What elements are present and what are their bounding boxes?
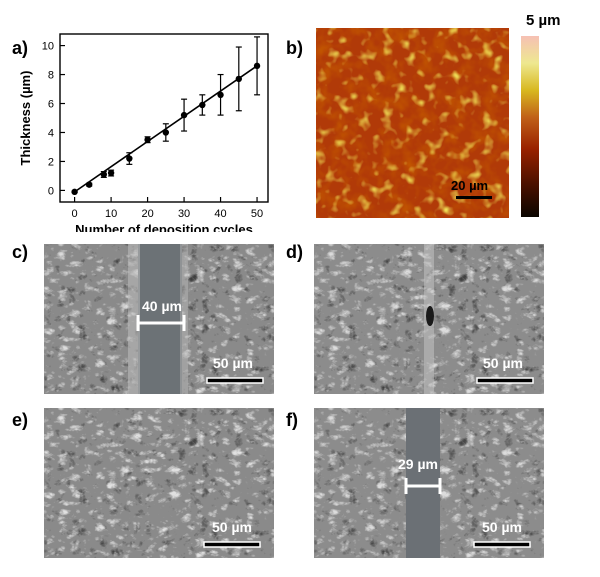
sem-d-defect	[426, 306, 434, 326]
sem-c-scalebar-label: 50 µm	[205, 355, 261, 371]
marker	[144, 137, 150, 143]
sem-d-scalebar-line	[477, 378, 533, 383]
data-point	[236, 47, 242, 111]
sem-image-d	[314, 244, 544, 394]
data-point	[144, 137, 150, 143]
marker	[217, 92, 223, 98]
panel-label-c: c)	[12, 242, 28, 263]
sem-d-scalebar-label: 50 µm	[475, 355, 531, 371]
marker	[163, 129, 169, 135]
x-tick-label: 20	[141, 208, 153, 220]
sem-e-scalebar-label: 50 µm	[204, 519, 260, 535]
sem-f-groove	[406, 408, 440, 558]
data-point	[254, 37, 260, 95]
marker	[108, 170, 114, 176]
marker	[236, 76, 242, 82]
panel-label-b: b)	[286, 38, 303, 59]
x-axis-label: Number of deposition cycles	[75, 222, 253, 232]
y-axis-label: Thickness (µm)	[18, 71, 33, 166]
afm-colorbar-max: 5 µm	[526, 12, 561, 29]
afm-colorbar	[521, 36, 539, 217]
sem-f-gap-label: 29 µm	[394, 456, 442, 472]
data-point	[181, 99, 187, 131]
panel-label-e: e)	[12, 410, 28, 431]
data-point	[108, 170, 114, 176]
y-tick-label: 8	[48, 70, 54, 82]
data-point	[71, 189, 77, 195]
x-tick-label: 10	[105, 208, 117, 220]
sem-c-groove	[138, 244, 182, 394]
y-tick-label: 10	[42, 41, 54, 53]
data-point	[217, 75, 223, 116]
y-tick-label: 4	[48, 127, 54, 139]
chart-axes: 0 10 20 30 40 50 0 2 4 6 8 10 Number of deposition c…	[18, 34, 268, 232]
sem-image-c	[44, 244, 274, 394]
y-tick-label: 6	[48, 99, 54, 111]
marker	[254, 63, 260, 69]
sem-image-e	[44, 408, 274, 558]
chart-marks	[71, 37, 260, 195]
y-tick-label: 0	[48, 185, 54, 197]
marker	[86, 181, 92, 187]
data-point	[126, 153, 132, 165]
panel-label-f: f)	[286, 410, 298, 431]
data-point	[86, 181, 92, 187]
marker	[71, 189, 77, 195]
data-point	[101, 171, 107, 177]
sem-f-scalebar-line	[474, 542, 530, 547]
sem-c-scalebar-line	[207, 378, 263, 383]
sem-c-gap-label: 40 µm	[138, 298, 186, 314]
marker	[101, 171, 107, 177]
panel-label-d: d)	[286, 242, 303, 263]
marker	[126, 155, 132, 161]
marker	[181, 112, 187, 118]
x-tick-label: 40	[214, 208, 226, 220]
sem-image-f	[314, 408, 544, 558]
afm-scalebar-line	[456, 196, 492, 199]
afm-scalebar-label: 20 µm	[451, 178, 488, 193]
sem-e-scalebar-line	[204, 542, 260, 547]
sem-f-scalebar-label: 50 µm	[474, 519, 530, 535]
marker	[199, 102, 205, 108]
x-tick-label: 50	[251, 208, 263, 220]
data-point	[199, 95, 205, 115]
x-tick-label: 30	[178, 208, 190, 220]
y-tick-label: 2	[48, 156, 54, 168]
x-tick-label: 0	[72, 208, 78, 220]
thickness-chart: 0 10 20 30 40 50 0 2 4 6 8 10 Number of deposition c…	[0, 22, 280, 232]
plot-frame	[60, 34, 268, 202]
